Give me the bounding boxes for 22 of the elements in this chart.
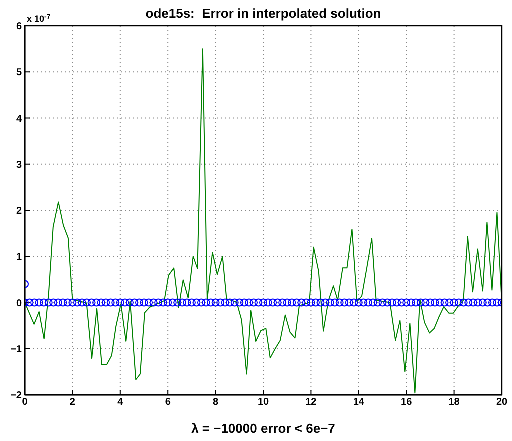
- x-tick-label: 4: [118, 397, 124, 408]
- y-tick-label: −1: [10, 344, 22, 356]
- x-tick-label: 8: [213, 397, 220, 408]
- x-tick-label: 20: [496, 397, 508, 408]
- x-tick-label: 6: [165, 397, 172, 408]
- x-tick-label: 14: [353, 397, 365, 408]
- x-tick-label: 12: [306, 397, 318, 408]
- y-tick-label: −2: [10, 390, 22, 402]
- chart-title: ode15s: Error in interpolated solution: [146, 6, 382, 21]
- y-tick-label: 2: [16, 206, 22, 218]
- x-tick-label: 2: [70, 397, 76, 408]
- y-tick-label: 4: [16, 114, 22, 125]
- y-tick-label: 0: [16, 298, 22, 310]
- x-tick-label: 16: [401, 397, 413, 408]
- y-tick-label: 3: [16, 160, 22, 171]
- x-tick-label: 10: [258, 397, 270, 408]
- y-tick-label: 6: [16, 22, 22, 33]
- x-tick-label: 18: [448, 397, 460, 408]
- y-tick-label: 1: [16, 252, 22, 264]
- x-axis-title: λ = −10000 error < 6e−7: [192, 421, 336, 436]
- text: x 10$^{-7}$: [27, 14, 51, 24]
- y-tick-label: 5: [16, 68, 22, 79]
